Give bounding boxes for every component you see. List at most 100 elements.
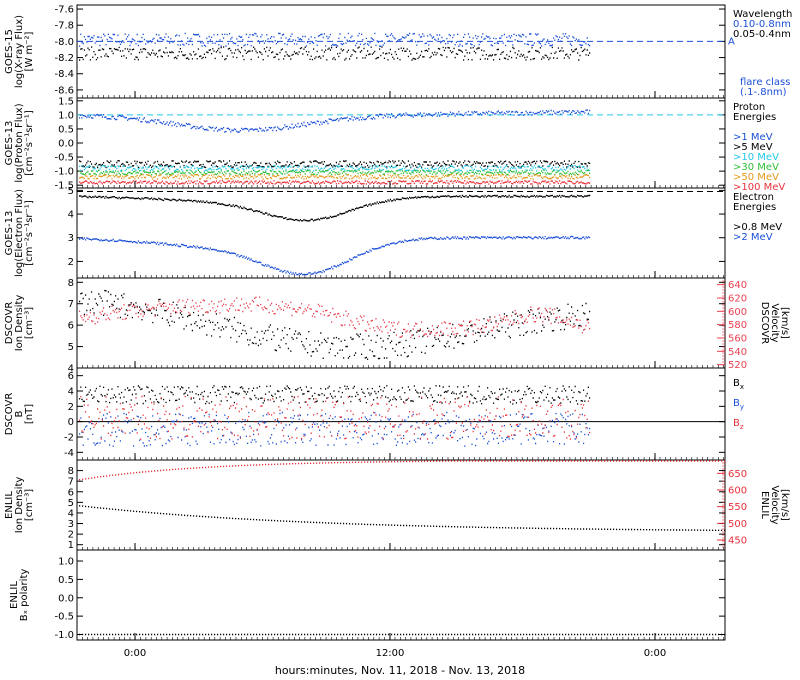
legend-entry-dscovr-mag: By <box>733 398 744 411</box>
y-tick-label-dscovr-mag: 0 <box>68 417 74 428</box>
panel-frame-goes15-xray <box>76 4 726 99</box>
y-tick-label-enlil-plasma: 7 <box>68 477 74 488</box>
y-tick-label-enlil-plasma: 8 <box>68 466 74 477</box>
y-tick-label-dscovr-mag: 2 <box>68 402 74 413</box>
right-axis-tick-label-enlil-plasma: 500 <box>728 519 747 530</box>
legend-entry-dscovr-mag: Bx <box>733 378 744 391</box>
right-axis-label-enlil-plasma: [km/s] <box>779 489 790 521</box>
panel-frame-enlil-plasma <box>76 459 726 551</box>
right-axis-label-enlil-plasma: ENLIL <box>759 491 770 519</box>
y-tick-label-goes13-proton: 0.0 <box>58 139 74 150</box>
series-goes15-xray-1 <box>79 46 591 61</box>
y-tick-label-dscovr-plasma: 6 <box>68 321 74 332</box>
y-tick-label-enlil-bz: 1.0 <box>58 557 74 568</box>
y-axis-label-enlil-bz: Bₓ polarity <box>19 569 30 622</box>
flare-class-note: (.1-.8nm) <box>740 87 787 98</box>
series-goes13-proton-5 <box>79 180 591 185</box>
y-axis-label-dscovr-mag: DSCOVR <box>4 393 15 436</box>
legend-title-goes13-electron: Electron <box>733 192 774 203</box>
legend-entry-goes13-proton: >100 MeV <box>733 182 785 193</box>
right-axis-tick-label-dscovr-plasma: 580 <box>728 320 747 331</box>
y-tick-label-enlil-plasma: 5 <box>68 498 74 509</box>
y-tick-label-goes13-proton: 0.5 <box>58 124 74 135</box>
y-axis-label-goes15-xray: GOES-15 <box>4 29 15 74</box>
legend-entry-goes15-xray: 0.05-0.4nm <box>733 29 791 40</box>
panel-frame-dscovr-mag <box>76 367 726 461</box>
right-axis-tick-label-enlil-plasma: 650 <box>728 469 747 480</box>
y-axis-label-enlil-plasma: Ion Density <box>14 477 25 534</box>
y-tick-label-goes13-proton: 1.0 <box>58 110 74 121</box>
series-goes13-proton-4 <box>79 173 591 180</box>
y-tick-label-goes15-xray: -7.6 <box>54 5 74 16</box>
legend-entry-goes13-electron: >2 MeV <box>733 232 773 243</box>
series-dscovr-mag-2 <box>79 395 591 440</box>
series-enlil-plasma-1 <box>79 460 726 481</box>
right-axis-tick-label-enlil-plasma: 450 <box>728 536 747 547</box>
y-tick-label-dscovr-plasma: 5 <box>68 342 74 353</box>
right-axis-label-dscovr-plasma: DSCOVR <box>759 302 770 345</box>
panel-frame-enlil-bz <box>76 549 726 641</box>
y-tick-label-enlil-bz: -1.0 <box>54 630 74 641</box>
y-axis-label-enlil-bz: ENLIL <box>9 581 20 609</box>
series-goes13-electron-1 <box>79 235 591 276</box>
y-tick-label-goes13-proton: -0.5 <box>54 153 74 164</box>
legend-title-goes13-proton: Energies <box>733 112 776 123</box>
y-tick-label-dscovr-plasma: 8 <box>68 278 74 289</box>
y-axis-label-goes13-electron: log(Electron Flux) <box>14 189 25 277</box>
y-axis-label-dscovr-mag: B <box>14 410 25 417</box>
legend-entry-goes15-xray: 0.10-0.8nm <box>733 19 791 30</box>
y-axis-label-dscovr-plasma: DSCOVR <box>4 302 15 345</box>
y-tick-label-dscovr-mag: -4 <box>64 448 74 459</box>
series-dscovr-plasma-1 <box>79 296 591 339</box>
flare-class-label: A <box>728 36 735 47</box>
y-axis-label-goes15-xray: log(X-ray Flux) <box>14 15 25 88</box>
x-tick-label: 12:00 <box>376 648 405 659</box>
legend-entry-goes13-proton: >50 MeV <box>733 172 779 183</box>
y-tick-label-enlil-plasma: 2 <box>68 530 74 541</box>
right-axis-tick-label-dscovr-plasma: 520 <box>728 360 747 371</box>
series-goes13-proton-3 <box>79 169 591 176</box>
y-tick-label-enlil-plasma: 4 <box>68 508 74 519</box>
y-tick-label-dscovr-plasma: 7 <box>68 299 74 310</box>
y-tick-label-goes13-electron: 5 <box>68 186 74 197</box>
legend-entry-goes13-electron: >0.8 MeV <box>733 222 782 233</box>
y-tick-label-enlil-plasma: 1 <box>68 540 74 551</box>
y-axis-label-goes15-xray: [W m⁻²] <box>24 31 35 71</box>
right-axis-label-dscovr-plasma: Velocity <box>769 303 780 342</box>
series-goes15-xray-0 <box>79 32 591 47</box>
panel-frame-goes13-proton <box>76 97 726 189</box>
legend-entry-goes13-proton: >1 MeV <box>733 132 773 143</box>
x-tick-label: 0:00 <box>124 648 146 659</box>
y-tick-label-goes15-xray: -8.2 <box>54 53 74 64</box>
legend-title-goes13-proton: Proton <box>733 102 765 113</box>
series-goes13-electron-0 <box>79 194 591 222</box>
y-axis-label-goes13-proton: log(Proton Flux) <box>14 103 25 182</box>
x-tick-label: 0:00 <box>644 648 666 659</box>
y-axis-label-dscovr-plasma: [cm⁻³] <box>24 307 35 339</box>
y-tick-label-dscovr-mag: 4 <box>68 387 74 398</box>
series-dscovr-plasma-0 <box>79 289 591 360</box>
y-tick-label-goes13-electron: 3 <box>68 233 74 244</box>
legend-title-goes13-electron: Energies <box>733 202 776 213</box>
series-dscovr-mag-0 <box>79 385 591 405</box>
legend-title-goes15-xray: Wavelength <box>733 9 792 20</box>
y-tick-label-goes13-electron: 2 <box>68 257 74 268</box>
y-axis-label-enlil-plasma: ENLIL <box>4 491 15 519</box>
y-axis-label-dscovr-plasma: Ion Density <box>14 295 25 352</box>
right-axis-tick-label-dscovr-plasma: 600 <box>728 307 747 318</box>
y-tick-label-enlil-bz: 0.5 <box>58 575 74 586</box>
y-axis-label-enlil-plasma: [cm⁻³] <box>24 489 35 521</box>
flare-class-note: flare class <box>740 77 790 88</box>
y-tick-label-enlil-bz: -0.5 <box>54 612 74 623</box>
y-tick-label-goes13-proton: -1.0 <box>54 167 74 178</box>
series-goes13-proton-2 <box>79 164 591 172</box>
right-axis-tick-label-dscovr-plasma: 540 <box>728 347 747 358</box>
right-axis-tick-label-enlil-plasma: 600 <box>728 486 747 497</box>
x-axis-label: hours:minutes, Nov. 11, 2018 - Nov. 13, … <box>274 664 526 677</box>
y-tick-label-goes15-xray: -8.4 <box>54 69 74 80</box>
y-tick-label-dscovr-mag: -2 <box>64 433 74 444</box>
right-axis-tick-label-dscovr-plasma: 560 <box>728 334 747 345</box>
y-axis-label-goes13-electron: GOES-13 <box>4 211 15 256</box>
legend-entry-goes13-proton: >10 MeV <box>733 152 779 163</box>
